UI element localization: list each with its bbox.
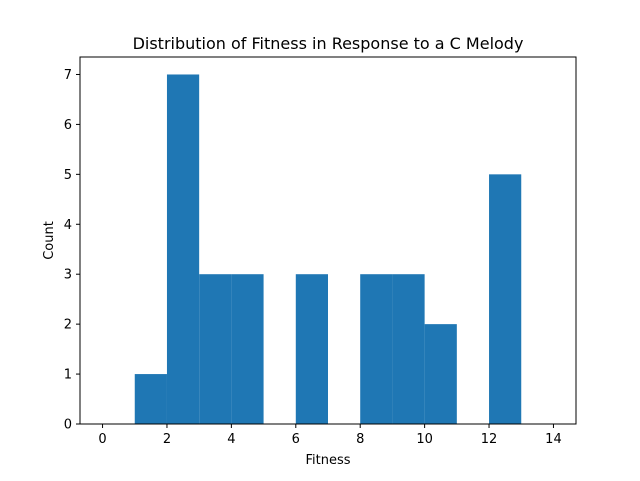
x-tick-label: 0 [98,432,106,447]
y-tick-label: 1 [64,368,72,383]
plot-frame [79,56,577,425]
histogram-bar [231,274,264,424]
x-tick-label: 2 [163,432,171,447]
bars-group [134,74,522,424]
y-tick-label: 4 [64,218,72,233]
x-tick-label: 6 [292,432,300,447]
y-tick-label: 3 [64,268,72,283]
y-axis: 0 1 2 3 4 5 6 7 [64,68,80,433]
histogram-bar [199,274,232,424]
histogram-bar [424,324,457,424]
x-axis-label: Fitness [305,453,350,468]
x-tick-label: 8 [356,432,364,447]
y-tick-label: 6 [64,118,72,133]
histogram-bar [360,274,393,424]
x-tick-label: 10 [416,432,433,447]
x-tick-label: 14 [545,432,562,447]
y-tick-label: 7 [64,68,72,83]
x-tick-label: 4 [227,432,235,447]
histogram-bar [489,174,522,424]
histogram-bar [134,374,167,424]
histogram-bar [295,274,328,424]
x-tick-label: 12 [481,432,498,447]
chart-title: Distribution of Fitness in Response to a… [133,34,524,53]
histogram-bar [392,274,425,424]
y-tick-label: 5 [64,168,72,183]
y-axis-label: Count [42,221,57,260]
histogram-bar [166,74,200,424]
y-tick-label: 0 [64,418,72,433]
y-tick-label: 2 [64,318,72,333]
x-axis: 0 2 4 6 8 10 12 14 [98,424,562,447]
